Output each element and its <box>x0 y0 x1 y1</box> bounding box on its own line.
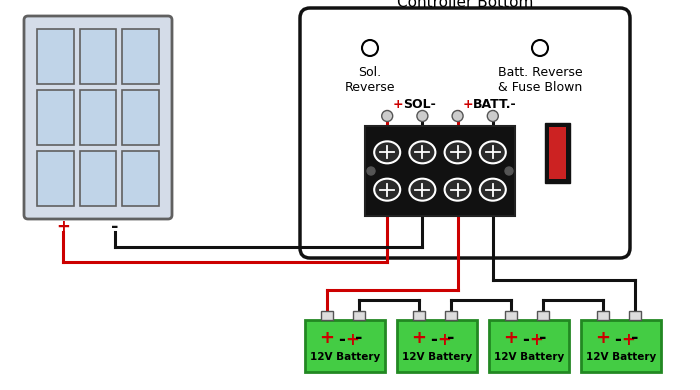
Ellipse shape <box>480 141 506 163</box>
Text: +: + <box>411 329 426 347</box>
Text: -: - <box>355 329 363 347</box>
Bar <box>122 29 159 84</box>
Text: -: - <box>615 331 622 349</box>
Text: +: + <box>463 98 473 110</box>
Bar <box>305 320 385 372</box>
Ellipse shape <box>480 179 506 201</box>
Bar <box>489 320 569 372</box>
Bar <box>321 311 332 320</box>
Text: +: + <box>529 331 543 349</box>
Bar <box>412 311 425 320</box>
Text: 12V Battery: 12V Battery <box>402 353 472 362</box>
Circle shape <box>417 110 428 122</box>
Text: +: + <box>437 331 451 349</box>
Ellipse shape <box>374 141 400 163</box>
Text: +: + <box>503 329 518 347</box>
Bar <box>353 311 365 320</box>
Circle shape <box>487 110 498 122</box>
Text: Batt. Reverse
& Fuse Blown: Batt. Reverse & Fuse Blown <box>498 66 582 94</box>
Bar <box>444 311 456 320</box>
Text: -: - <box>447 329 454 347</box>
Text: -: - <box>111 218 118 236</box>
Text: -: - <box>523 331 529 349</box>
Circle shape <box>382 110 393 122</box>
Bar <box>80 29 116 84</box>
Text: 12V Battery: 12V Battery <box>310 353 380 362</box>
Text: +: + <box>319 329 334 347</box>
Ellipse shape <box>410 141 435 163</box>
Bar <box>37 29 74 84</box>
Bar <box>122 151 159 206</box>
Text: +: + <box>56 218 70 236</box>
Circle shape <box>362 40 378 56</box>
Text: +: + <box>621 331 635 349</box>
Text: -: - <box>539 329 547 347</box>
Bar <box>37 151 74 206</box>
Bar <box>80 151 116 206</box>
Bar <box>122 90 159 145</box>
Bar <box>549 127 566 179</box>
Bar <box>545 123 570 183</box>
FancyBboxPatch shape <box>24 16 172 219</box>
Text: +: + <box>345 331 359 349</box>
Circle shape <box>367 167 375 175</box>
Bar <box>581 320 661 372</box>
Text: SOL-: SOL- <box>402 98 435 110</box>
Ellipse shape <box>444 179 470 201</box>
Text: Controller Bottom: Controller Bottom <box>397 0 533 10</box>
Bar <box>629 311 640 320</box>
Text: Sol.
Reverse: Sol. Reverse <box>344 66 395 94</box>
Ellipse shape <box>410 179 435 201</box>
Text: 12V Battery: 12V Battery <box>586 353 656 362</box>
Text: 12V Battery: 12V Battery <box>494 353 564 362</box>
Circle shape <box>505 167 513 175</box>
FancyBboxPatch shape <box>300 8 630 258</box>
Circle shape <box>532 40 548 56</box>
Bar <box>505 311 517 320</box>
Text: +: + <box>392 98 402 110</box>
Bar <box>397 320 477 372</box>
Text: +: + <box>595 329 610 347</box>
Circle shape <box>452 110 463 122</box>
Bar <box>37 90 74 145</box>
Text: BATT.-: BATT.- <box>473 98 517 110</box>
Text: -: - <box>631 329 638 347</box>
Text: -: - <box>430 331 438 349</box>
Bar <box>80 90 116 145</box>
Bar <box>596 311 608 320</box>
Ellipse shape <box>444 141 470 163</box>
Bar <box>537 311 549 320</box>
Ellipse shape <box>374 179 400 201</box>
Text: -: - <box>339 331 346 349</box>
Bar <box>365 126 515 216</box>
